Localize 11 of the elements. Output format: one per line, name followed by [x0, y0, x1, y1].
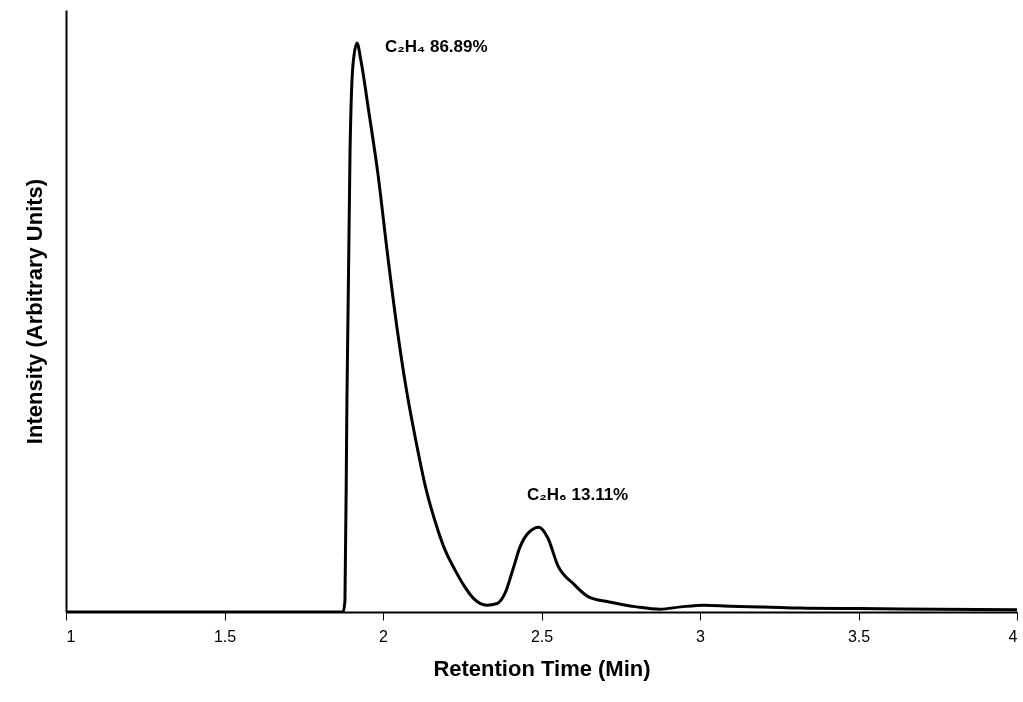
- annotation: C₂H₄ 86.89%: [385, 37, 488, 56]
- x-tick-label: 1.5: [213, 627, 237, 645]
- x-axis-title: Retention Time (Min): [433, 655, 651, 681]
- y-axis-title: Intensity (Arbitrary Units): [21, 178, 47, 445]
- x-tick-label: 4: [1008, 627, 1018, 645]
- x-tick-label: 3: [696, 627, 706, 645]
- x-tick-label: 1: [66, 627, 76, 645]
- x-tick-label: 2: [379, 627, 389, 645]
- annotation: C₂H₆ 13.11%: [526, 485, 629, 505]
- x-tick-label: 3.5: [847, 627, 871, 645]
- x-tick-label: 2.5: [530, 627, 554, 645]
